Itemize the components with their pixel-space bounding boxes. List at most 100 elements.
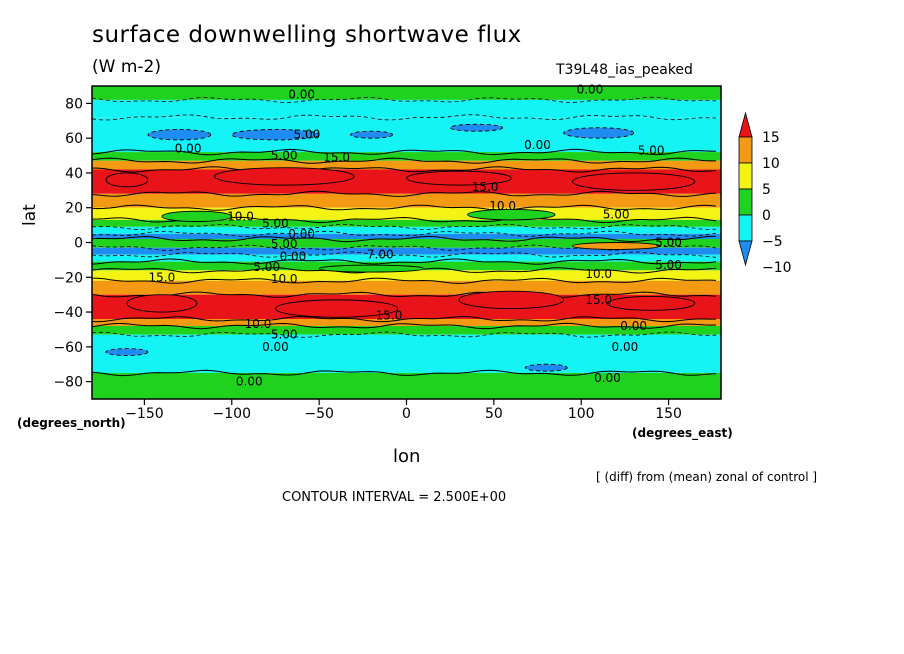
y-axis-label: lat (20, 204, 40, 226)
contour-labels: 0.00 0.005.000.00 5.00 15.00.00 5.0015.010.0… (149, 82, 682, 388)
colorbar-segment (738, 136, 753, 164)
contour-label: 0.00 (288, 88, 315, 102)
contour-line (92, 277, 717, 284)
contour-label: 0.00 (262, 340, 289, 354)
contour-patch (563, 127, 635, 139)
contour-patch (572, 242, 661, 250)
contour-patch (105, 172, 149, 188)
zonal-band (92, 270, 721, 281)
contour-label: 0.00 (175, 142, 202, 156)
colorbar-segment (738, 214, 753, 242)
contour-label: 10.0 (271, 272, 298, 286)
contour-patch (449, 123, 504, 132)
colorbar-segment (738, 162, 753, 190)
x-tick-label: −150 (125, 406, 163, 422)
contour-line (92, 369, 717, 377)
x-tick-label: 100 (568, 406, 595, 422)
colorbar-label: 15 (762, 130, 780, 146)
contour-label: 5.00 (655, 236, 682, 250)
contour-label: 5.00 (294, 128, 321, 142)
contour-label: 10.0 (227, 209, 254, 223)
contour-label: 5.00 (271, 149, 298, 163)
contour-label: 15.0 (585, 293, 612, 307)
y-tick-label: 0 (74, 236, 83, 252)
contour-label: 15.0 (323, 150, 350, 164)
contour-label: 0.00 (594, 371, 621, 385)
contour-patch (467, 209, 556, 221)
contour-line (92, 322, 717, 330)
y-tick-label: 60 (65, 131, 83, 147)
contour-label: 10.0 (245, 317, 272, 331)
contour-line (92, 148, 717, 156)
zonal-band (92, 372, 721, 399)
contour-label: 0.00 (288, 227, 315, 241)
colorbar-label: 10 (762, 156, 780, 172)
zonal-band (92, 325, 721, 335)
y-units-label: (degrees_north) (17, 416, 126, 430)
zonal-band (92, 99, 721, 118)
y-tick-label: 20 (65, 201, 83, 217)
x-tick-label: 50 (485, 406, 503, 422)
chart-title: surface downwelling shortwave flux (92, 22, 522, 48)
contour-label: 5.00 (253, 260, 280, 274)
contour-label: 0.00 (577, 82, 604, 96)
contour-label: 15.0 (149, 270, 176, 284)
y-tick-label: −80 (53, 375, 83, 391)
x-units-label: (degrees_east) (632, 426, 733, 440)
contour-line (92, 230, 717, 237)
y-tick-label: −40 (53, 305, 83, 321)
run-name: T39L48_ias_peaked (556, 62, 693, 78)
contour-label: 10.0 (585, 267, 612, 281)
contour-patch (147, 129, 212, 141)
contour-patch (275, 299, 399, 318)
diff-note: [ (diff) from (mean) zonal of control ] (596, 470, 818, 484)
contour-patch (213, 167, 355, 186)
contour-label: 0.00 (620, 319, 647, 333)
contour-label: 5.00 (262, 216, 289, 230)
contour-patch (572, 172, 696, 191)
axes: −150 −100 −50 0 50 100 150 80 60 40 20 0 −20 −40 −60 −8… (53, 96, 681, 422)
contour-patch (105, 348, 149, 356)
chart-units: (W m-2) (92, 57, 161, 77)
colorbar: 15 10 5 0 −5 −10 (738, 111, 792, 276)
colorbar-label: 5 (762, 182, 771, 198)
contour-patch (458, 290, 565, 310)
x-tick-label: 0 (402, 406, 411, 422)
contour-patch (406, 170, 512, 186)
contour-patch (231, 129, 320, 141)
contour-line (92, 166, 717, 173)
zonal-band (92, 280, 721, 295)
x-axis-label: lon (393, 446, 421, 467)
contour-line (92, 204, 717, 211)
y-tick-label: −20 (53, 270, 83, 286)
contour-label: 15.0 (472, 180, 499, 194)
zonal-band (92, 319, 721, 326)
contour-line (92, 258, 717, 265)
contour-label: 0.00 (612, 340, 639, 354)
contour-patch (161, 210, 233, 223)
colorbar-top-arrow (738, 111, 753, 138)
contour-line (92, 315, 716, 323)
contour-label: 5.00 (603, 208, 630, 222)
colorbar-label: 0 (762, 208, 771, 224)
colorbar-bottom-arrow (738, 240, 753, 267)
contour-label: 0.00 (524, 138, 551, 152)
x-tick-label: −100 (213, 406, 251, 422)
contour-label: 10.0 (489, 199, 516, 213)
zonal-band (92, 219, 721, 227)
contour-patch (350, 130, 393, 139)
contour-line (92, 251, 717, 258)
colorbar-label: −10 (762, 260, 792, 276)
contour-line (92, 235, 716, 243)
contour-label: 5.00 (655, 258, 682, 272)
colorbar-label: −5 (762, 234, 783, 250)
contour-line (92, 190, 717, 197)
x-tick-label: 150 (655, 406, 682, 422)
zonal-band (92, 247, 721, 255)
colorbar-segment (738, 188, 753, 216)
contour-label: 0.00 (280, 249, 307, 263)
x-tick-label: −50 (304, 406, 334, 422)
plot-area (92, 86, 721, 399)
contour-label: 0.00 (236, 375, 263, 389)
